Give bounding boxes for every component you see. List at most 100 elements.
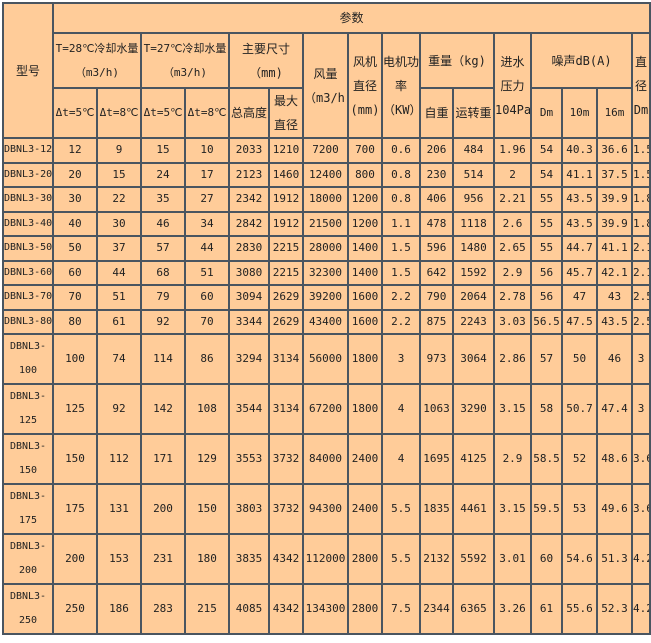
table-cell: 17 (184, 161, 230, 188)
table-cell: 2842 (228, 210, 270, 237)
table-row: DBNL3-12 12 9 15 10 2033 1210 7200 700 0.6 206 484 1… (2, 137, 651, 164)
table-cell: 52.3 (596, 583, 633, 635)
table-cell: 125 (52, 383, 98, 435)
cell-model: DBNL3-40 (2, 210, 54, 237)
table-cell: 1600 (347, 284, 383, 311)
table-cell: 15 (140, 137, 186, 164)
table-cell: 39.9 (596, 210, 633, 237)
table-cell: 47.4 (596, 383, 633, 435)
table-cell: 3294 (228, 333, 270, 385)
table-cell: 2629 (268, 308, 304, 335)
table-cell: 9 (96, 137, 142, 164)
table-cell: 2033 (228, 137, 270, 164)
header-noise-10m: 10m (561, 87, 598, 139)
table-cell: 3.15 (493, 483, 532, 535)
table-cell: 92 (140, 308, 186, 335)
table-row: DBNL3-200 200 153 231 180 3835 4342 112000 2800 5… (2, 533, 651, 585)
table-cell: 2243 (452, 308, 495, 335)
table-cell: 150 (52, 433, 98, 485)
table-cell: 0.8 (381, 161, 421, 188)
table-cell: 43400 (302, 308, 349, 335)
table-cell: 3.6 (630, 483, 651, 535)
table-cell: 153 (96, 533, 142, 585)
table-cell: 4342 (268, 533, 304, 585)
table-cell: 55 (530, 235, 563, 262)
table-cell: 1800 (347, 333, 383, 385)
table-cell: 790 (419, 284, 454, 311)
table-cell: 3344 (228, 308, 270, 335)
table-cell: 34 (184, 210, 230, 237)
table-row: DBNL3-150 150 112 171 129 3553 3732 84000 2400 4 1… (2, 433, 651, 485)
table-cell: 37.5 (596, 161, 633, 188)
header-model: 型号 (2, 2, 54, 139)
table-cell: 51 (184, 259, 230, 286)
table-cell: 180 (184, 533, 230, 585)
table-cell: 2132 (419, 533, 454, 585)
table-cell: 3.01 (493, 533, 532, 585)
header-dt5-27: Δt=5℃ (140, 87, 186, 139)
table-row: DBNL3-20 20 15 24 17 2123 1460 12400 800 0.8 230 51… (2, 161, 651, 188)
table-cell: 51.3 (596, 533, 633, 585)
cell-model: DBNL3-12 (2, 137, 54, 164)
table-cell: 2400 (347, 433, 383, 485)
table-cell: 4 (381, 433, 421, 485)
table-cell: 134300 (302, 583, 349, 635)
table-cell: 3 (630, 333, 651, 385)
cell-model: DBNL3-80 (2, 308, 54, 335)
table-cell: 54 (530, 137, 563, 164)
table-cell: 1695 (419, 433, 454, 485)
table-cell: 142 (140, 383, 186, 435)
table-cell: 48.6 (596, 433, 633, 485)
table-cell: 2.5 (630, 284, 651, 311)
table-cell: 28000 (302, 235, 349, 262)
table-cell: 45.7 (561, 259, 598, 286)
table-row: DBNL3-70 70 51 79 60 3094 2629 39200 1600 2.2 790 2… (2, 284, 651, 311)
table-cell: 24 (140, 161, 186, 188)
table-cell: 56000 (302, 333, 349, 385)
cell-model: DBNL3-200 (2, 533, 54, 585)
header-inlet-pressure: 进水压力104Pa (493, 32, 532, 139)
table-cell: 61 (96, 308, 142, 335)
table-cell: 3290 (452, 383, 495, 435)
table-cell: 18000 (302, 186, 349, 213)
table-cell: 2830 (228, 235, 270, 262)
table-cell: 2215 (268, 259, 304, 286)
header-dims: 主要尺寸（mm) (228, 32, 304, 89)
table-cell: 1210 (268, 137, 304, 164)
table-cell: 1.5 (630, 161, 651, 188)
cell-model: DBNL3-50 (2, 235, 54, 262)
table-cell: 41.1 (596, 235, 633, 262)
table-cell: 21500 (302, 210, 349, 237)
table-cell: 3732 (268, 483, 304, 535)
table-cell: 4.2 (630, 583, 651, 635)
cell-model: DBNL3-60 (2, 259, 54, 286)
table-cell: 4.2 (630, 533, 651, 585)
table-cell: 700 (347, 137, 383, 164)
table-cell: 800 (347, 161, 383, 188)
cell-model: DBNL3-20 (2, 161, 54, 188)
table-cell: 3.03 (493, 308, 532, 335)
table-cell: 1800 (347, 383, 383, 435)
table-cell: 129 (184, 433, 230, 485)
table-cell: 40.3 (561, 137, 598, 164)
table-cell: 484 (452, 137, 495, 164)
table-cell: 2.78 (493, 284, 532, 311)
table-row: DBNL3-60 60 44 68 51 3080 2215 32300 1400 1.5 642 1… (2, 259, 651, 286)
table-cell: 94300 (302, 483, 349, 535)
table-cell: 50.7 (561, 383, 598, 435)
table-cell: 70 (52, 284, 98, 311)
table-cell: 1912 (268, 186, 304, 213)
header-diameter: 直径Dm (630, 32, 651, 139)
table-cell: 43.5 (561, 186, 598, 213)
table-cell: 108 (184, 383, 230, 435)
cell-model: DBNL3-100 (2, 333, 54, 385)
table-cell: 2.5 (630, 308, 651, 335)
table-cell: 6365 (452, 583, 495, 635)
table-cell: 2342 (228, 186, 270, 213)
table-cell: 56 (530, 259, 563, 286)
table-cell: 3094 (228, 284, 270, 311)
table-cell: 3.15 (493, 383, 532, 435)
table-cell: 2123 (228, 161, 270, 188)
table-cell: 68 (140, 259, 186, 286)
table-row: DBNL3-30 30 22 35 27 2342 1912 18000 1200 0.8 406 9… (2, 186, 651, 213)
